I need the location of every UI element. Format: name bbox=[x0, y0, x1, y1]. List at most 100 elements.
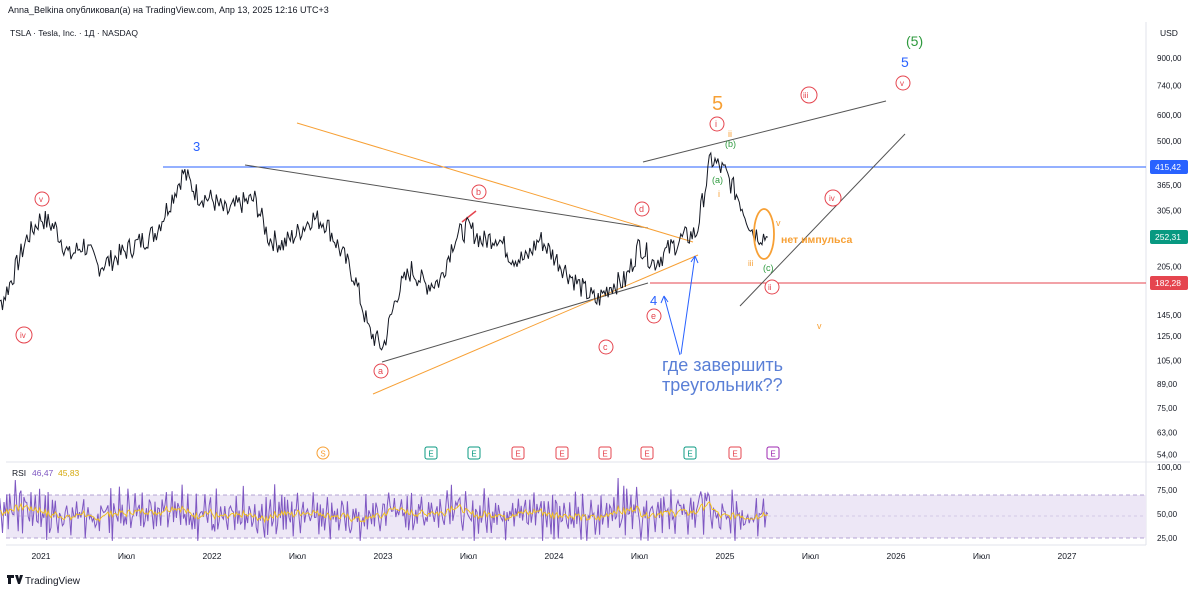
time-tick-12: 2027 bbox=[1058, 551, 1077, 561]
symbol-title[interactable]: TSLA · Tesla, Inc. · 1Д · NASDAQ bbox=[10, 28, 138, 38]
price-tick-5: 365,00 bbox=[1157, 181, 1182, 190]
wave-iv-top-label: iv bbox=[829, 194, 835, 203]
wave-v-lower-label: v bbox=[817, 321, 822, 331]
wave-b-label: b bbox=[476, 187, 481, 197]
price-tick-3: 500,00 bbox=[1157, 137, 1182, 146]
gray-trendline-bottom bbox=[381, 282, 649, 363]
event-marker-label-0: S bbox=[320, 450, 325, 459]
last-price-badge-text: 252,31 bbox=[1155, 232, 1181, 242]
publish-info: Anna_Belkina опубликовал(а) на TradingVi… bbox=[8, 5, 329, 15]
time-tick-5: Июл bbox=[460, 551, 477, 561]
question-arrow-right-head bbox=[690, 255, 699, 264]
time-tick-10: 2026 bbox=[887, 551, 906, 561]
orange-trendline-bottom bbox=[372, 254, 699, 395]
wave-v-top-circle bbox=[895, 75, 911, 91]
time-tick-7: Июл bbox=[631, 551, 648, 561]
price-series-line bbox=[0, 151, 768, 351]
event-marker-label-7: E bbox=[687, 450, 692, 459]
event-marker-2[interactable] bbox=[467, 446, 481, 460]
time-tick-11: Июл bbox=[973, 551, 990, 561]
rsi-label: RSI bbox=[12, 468, 26, 478]
orange-trendline-top bbox=[296, 122, 694, 243]
rsi-tick-2: 50,00 bbox=[1157, 510, 1178, 519]
event-marker-3[interactable] bbox=[511, 446, 525, 460]
price-tick-2: 600,00 bbox=[1157, 111, 1182, 120]
event-marker-label-1: E bbox=[428, 450, 433, 459]
event-marker-5[interactable] bbox=[598, 446, 612, 460]
event-marker-7[interactable] bbox=[683, 446, 697, 460]
time-tick-9: Июл bbox=[802, 551, 819, 561]
wave-iv-left-label: iv bbox=[20, 331, 26, 340]
currency-label: USD bbox=[1160, 28, 1178, 38]
event-marker-label-8: E bbox=[732, 450, 737, 459]
price-axis-ticks: 900,00 740,00 600,00 500,00 415,42 365,00 305,… bbox=[1157, 54, 1182, 459]
event-marker-9[interactable] bbox=[766, 446, 780, 460]
price-tick-14: 75,00 bbox=[1157, 404, 1178, 413]
wave-v-small-label: v bbox=[776, 218, 781, 228]
price-tick-12: 105,00 bbox=[1157, 357, 1182, 366]
impulse-ellipse bbox=[753, 208, 775, 260]
circle-labels: a b c d e i ii iii iv v iv v bbox=[15, 75, 911, 379]
price-tick-15: 63,00 bbox=[1157, 429, 1178, 438]
time-tick-6: 2024 bbox=[545, 551, 564, 561]
price-tick-6: 305,00 bbox=[1157, 207, 1182, 216]
channel-upper-line bbox=[642, 100, 887, 163]
event-marker-label-4: E bbox=[559, 450, 564, 459]
wave-v-left-label: v bbox=[39, 195, 43, 204]
wave-a-paren-label: (a) bbox=[712, 175, 723, 185]
wave-iii-circle bbox=[800, 86, 818, 104]
event-marker-label-2: E bbox=[471, 450, 476, 459]
time-tick-0: 2021 bbox=[32, 551, 51, 561]
rsi-value: 46,47 bbox=[32, 468, 54, 478]
price-tick-0: 900,00 bbox=[1157, 54, 1182, 63]
red-level-badge-text: 182,28 bbox=[1155, 278, 1181, 288]
wave-5-green-label: (5) bbox=[906, 33, 923, 49]
time-tick-8: 2025 bbox=[716, 551, 735, 561]
wave-iii-label: iii bbox=[803, 91, 809, 100]
wave-5-label: 5 bbox=[901, 54, 909, 70]
price-tick-8: 205,00 bbox=[1157, 262, 1182, 271]
event-marker-label-6: E bbox=[644, 450, 649, 459]
wave-5-orange-label: 5 bbox=[712, 93, 723, 115]
time-axis-ticks: 2021 Июл 2022 Июл 2023 Июл 2024 Июл 2025 Июл 2026 И… bbox=[32, 551, 1077, 561]
wave-d-circle bbox=[634, 201, 650, 217]
event-marker-0[interactable] bbox=[316, 446, 330, 460]
price-tick-13: 89,00 bbox=[1157, 380, 1178, 389]
event-marker-1[interactable] bbox=[424, 446, 438, 460]
wave-3-label: 3 bbox=[193, 139, 200, 154]
question-arrow-left-head bbox=[660, 295, 669, 304]
wave-c-label: c bbox=[603, 342, 608, 352]
wave-i-circle bbox=[709, 116, 725, 132]
question-arrow-right bbox=[680, 255, 696, 355]
event-marker-6[interactable] bbox=[640, 446, 654, 460]
wave-ii-circle bbox=[764, 279, 780, 295]
time-tick-3: Июл bbox=[289, 551, 306, 561]
event-marker-4[interactable] bbox=[555, 446, 569, 460]
event-marker-8[interactable] bbox=[728, 446, 742, 460]
price-tick-10: 145,00 bbox=[1157, 311, 1182, 320]
rsi-ma-line bbox=[0, 501, 768, 524]
tradingview-logo-icon bbox=[7, 575, 23, 584]
price-tick-1: 740,00 bbox=[1157, 82, 1182, 91]
wave-ii-small-label: ii bbox=[728, 129, 732, 139]
event-marker-label-9: E bbox=[770, 450, 775, 459]
red-short-line bbox=[461, 210, 477, 223]
question-line-1: где завершить bbox=[662, 355, 783, 375]
wave-d-label: d bbox=[639, 204, 644, 214]
wave-e-circle bbox=[646, 308, 662, 324]
price-tick-11: 125,00 bbox=[1157, 332, 1182, 341]
time-tick-1: Июл bbox=[118, 551, 135, 561]
wave-v-top-label: v bbox=[900, 79, 904, 88]
blue-level-badge-text: 415,42 bbox=[1155, 162, 1181, 172]
time-tick-4: 2023 bbox=[374, 551, 393, 561]
wave-b-paren-label: (b) bbox=[725, 139, 736, 149]
rsi-ma-value: 45,83 bbox=[58, 468, 80, 478]
wave-iv-left-circle bbox=[15, 326, 33, 344]
no-impulse-annotation: нет импульса bbox=[781, 234, 852, 246]
channel-lower-line bbox=[739, 133, 906, 307]
wave-i-small-label: i bbox=[718, 189, 720, 199]
question-arrow-left bbox=[663, 295, 681, 356]
event-marker-label-3: E bbox=[515, 450, 520, 459]
